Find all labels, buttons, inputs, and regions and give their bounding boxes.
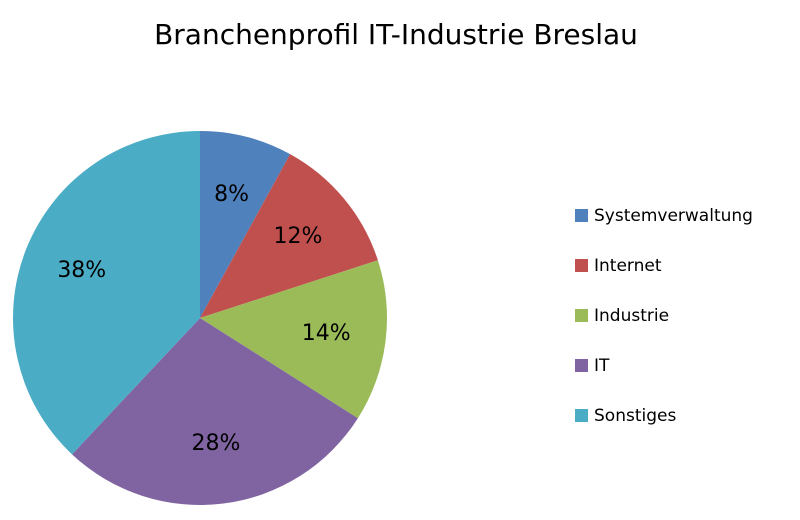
pie-slice bbox=[200, 260, 387, 419]
data-label: 38% bbox=[57, 258, 106, 283]
legend-label: IT bbox=[594, 356, 610, 376]
legend-label: Industrie bbox=[594, 306, 669, 326]
legend-swatch bbox=[575, 359, 588, 372]
legend-swatch bbox=[575, 409, 588, 422]
legend-label: Internet bbox=[594, 256, 662, 276]
data-label: 14% bbox=[302, 321, 351, 346]
legend-swatch bbox=[575, 209, 588, 222]
pie-slice bbox=[200, 154, 378, 318]
data-label: 28% bbox=[191, 431, 240, 456]
legend-label: Systemverwaltung bbox=[594, 206, 753, 226]
data-label: 8% bbox=[214, 182, 249, 207]
legend-swatch bbox=[575, 309, 588, 322]
data-label: 12% bbox=[274, 224, 323, 249]
chart-title: Branchenprofil IT-Industrie Breslau bbox=[154, 18, 638, 51]
pie-slice bbox=[13, 131, 200, 455]
legend-swatch bbox=[575, 259, 588, 272]
pie-slice bbox=[71, 318, 358, 505]
pie-slice bbox=[200, 131, 291, 318]
legend-label: Sonstiges bbox=[594, 406, 676, 426]
